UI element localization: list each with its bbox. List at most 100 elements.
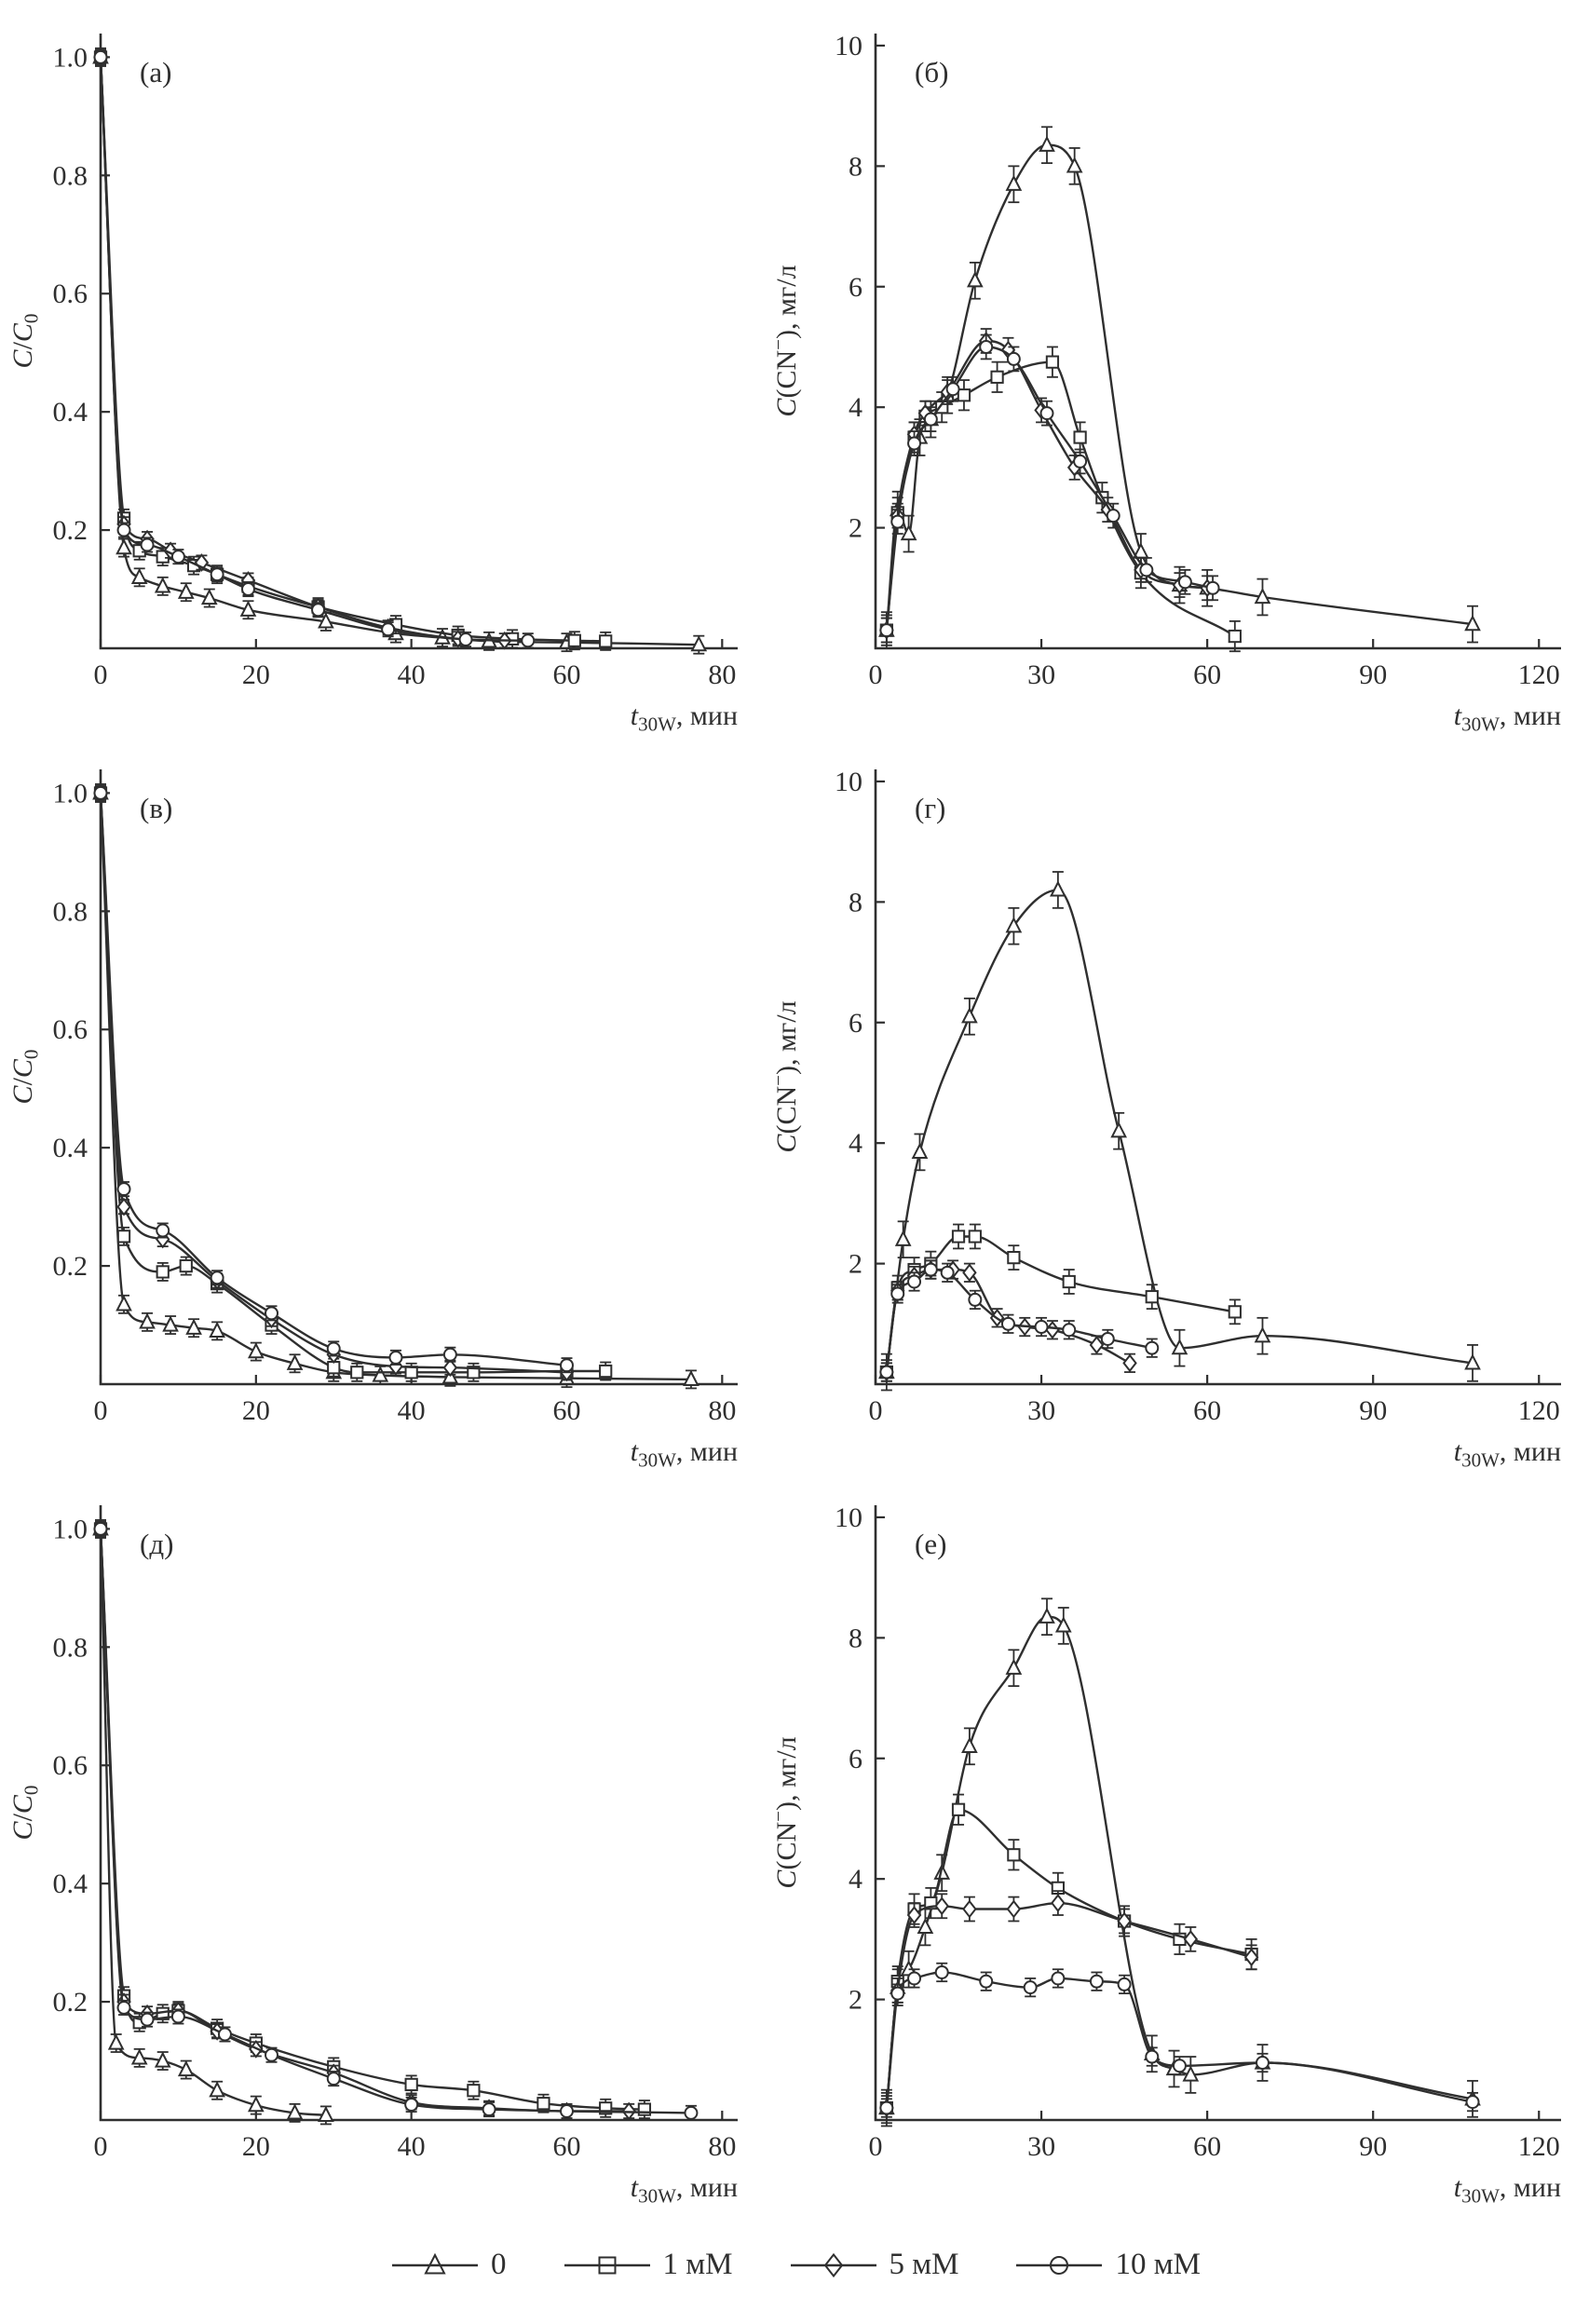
svg-text:20: 20 bbox=[242, 659, 270, 690]
svg-text:6: 6 bbox=[849, 1744, 862, 1774]
svg-text:4: 4 bbox=[849, 1864, 862, 1895]
x-axis: 0 20 40 60 80 bbox=[94, 639, 736, 690]
chart-panel-b: 0 30 60 90 120 2 4 6 8 10 (б) t30W, мин C(CN−), мг/л bbox=[767, 31, 1561, 736]
y-axis: 2 4 6 8 10 bbox=[835, 767, 885, 1280]
svg-text:90: 90 bbox=[1359, 659, 1387, 690]
series-triangle bbox=[92, 782, 699, 1390]
svg-text:8: 8 bbox=[849, 151, 862, 182]
svg-text:0.4: 0.4 bbox=[53, 1133, 88, 1163]
svg-text:1.0: 1.0 bbox=[53, 42, 88, 73]
svg-text:0.2: 0.2 bbox=[53, 1987, 88, 2018]
axes bbox=[874, 34, 1561, 650]
svg-text:2: 2 bbox=[849, 1249, 862, 1280]
svg-text:0.8: 0.8 bbox=[53, 1632, 88, 1663]
x-axis-label: t30W, мин bbox=[1454, 2172, 1561, 2208]
legend-item-2: 5 мМ bbox=[787, 2248, 959, 2282]
legend-label: 1 мМ bbox=[662, 2248, 733, 2281]
svg-text:120: 120 bbox=[1518, 2131, 1560, 2162]
diamond-marker-icon bbox=[790, 2252, 876, 2277]
svg-text:30: 30 bbox=[1027, 2131, 1055, 2162]
x-axis-label: t30W, мин bbox=[631, 2172, 738, 2208]
svg-text:60: 60 bbox=[1193, 1395, 1221, 1426]
panel-letter: (б) bbox=[915, 56, 948, 88]
svg-text:20: 20 bbox=[242, 1395, 270, 1426]
chart-panel-d: 0 20 40 60 80 0.2 0.4 0.6 0.8 1.0 (д) t30W, мин C/C0 bbox=[7, 1505, 738, 2208]
axes bbox=[99, 769, 738, 1386]
x-axis-label: t30W, мин bbox=[631, 1436, 738, 1472]
series-diamond bbox=[93, 1519, 636, 2121]
svg-text:8: 8 bbox=[849, 1623, 862, 1653]
svg-text:80: 80 bbox=[708, 1395, 736, 1426]
legend-label: 5 мМ bbox=[889, 2248, 959, 2281]
panel-letter: (а) bbox=[140, 56, 171, 88]
chart-panel-v: 0 20 40 60 80 0.2 0.4 0.6 0.8 1.0 (в) t30W, мин C/C0 bbox=[7, 769, 738, 1472]
y-axis-label: C/C0 bbox=[7, 314, 43, 369]
y-axis-label: C(CN−), мг/л bbox=[767, 1736, 802, 1888]
svg-text:10: 10 bbox=[835, 31, 862, 61]
series-circle bbox=[879, 333, 1220, 644]
triangle-marker-icon bbox=[392, 2252, 479, 2274]
legend-label: 10 мМ bbox=[1115, 2248, 1201, 2281]
x-axis-label: t30W, мин bbox=[1454, 700, 1561, 736]
svg-text:0: 0 bbox=[869, 659, 883, 690]
x-axis: 0 20 40 60 80 bbox=[94, 1375, 736, 1426]
series-square bbox=[879, 1223, 1242, 1385]
x-axis: 0 20 40 60 80 bbox=[94, 2111, 736, 2162]
series-diamond bbox=[879, 1890, 1259, 2121]
svg-text:0: 0 bbox=[94, 1395, 108, 1426]
y-axis: 2 4 6 8 10 bbox=[835, 1502, 885, 2016]
x-axis: 0 30 60 90 120 bbox=[869, 1375, 1560, 1426]
svg-text:2: 2 bbox=[849, 1985, 862, 2016]
y-axis-label: C/C0 bbox=[7, 1050, 43, 1105]
x-axis-label: t30W, мин bbox=[631, 700, 738, 736]
series-circle bbox=[93, 784, 574, 1374]
svg-text:0: 0 bbox=[94, 2131, 108, 2162]
y-axis: 2 4 6 8 10 bbox=[835, 31, 885, 544]
svg-text:0: 0 bbox=[94, 659, 108, 690]
series-circle bbox=[93, 48, 536, 649]
circle-marker-icon bbox=[1016, 2255, 1103, 2275]
legend-label: 0 bbox=[491, 2248, 507, 2281]
svg-text:2: 2 bbox=[849, 513, 862, 544]
svg-text:0.6: 0.6 bbox=[53, 279, 88, 309]
svg-text:30: 30 bbox=[1027, 659, 1055, 690]
svg-text:10: 10 bbox=[835, 767, 862, 797]
series-circle bbox=[879, 1259, 1160, 1382]
svg-text:80: 80 bbox=[708, 659, 736, 690]
svg-text:60: 60 bbox=[552, 1395, 580, 1426]
legend-item-0: 0 bbox=[388, 2248, 507, 2282]
panel-letter: (е) bbox=[915, 1528, 946, 1560]
y-axis-label: C/C0 bbox=[7, 1786, 43, 1841]
series-square bbox=[93, 782, 613, 1382]
svg-text:120: 120 bbox=[1518, 1395, 1560, 1426]
x-axis: 0 30 60 90 120 bbox=[869, 639, 1560, 690]
svg-text:1.0: 1.0 bbox=[53, 778, 88, 809]
series-circle bbox=[879, 1962, 1480, 2118]
svg-text:0.6: 0.6 bbox=[53, 1014, 88, 1045]
legend: 0 1 мМ 5 мМ 10 мМ bbox=[0, 2211, 1589, 2318]
x-axis-label: t30W, мин bbox=[1454, 1436, 1561, 1472]
panel-letter: (д) bbox=[140, 1528, 173, 1560]
series-triangle bbox=[878, 871, 1481, 1392]
svg-text:4: 4 bbox=[849, 1128, 862, 1159]
y-axis-label: C(CN−), мг/л bbox=[767, 1000, 802, 1152]
svg-text:40: 40 bbox=[398, 659, 426, 690]
svg-text:60: 60 bbox=[552, 659, 580, 690]
svg-text:0.4: 0.4 bbox=[53, 397, 88, 428]
chart-panel-a: 0 20 40 60 80 0.2 0.4 0.6 0.8 1.0 (а) t30W, мин C/C0 bbox=[7, 34, 738, 736]
y-axis: 0.2 0.4 0.6 0.8 1.0 bbox=[53, 42, 110, 546]
svg-text:0.8: 0.8 bbox=[53, 896, 88, 927]
square-marker-icon bbox=[564, 2256, 650, 2274]
series-square bbox=[93, 1518, 652, 2119]
chart-panel-e: 0 30 60 90 120 2 4 6 8 10 (е) t30W, мин C(CN−), мг/л bbox=[767, 1502, 1561, 2208]
svg-text:90: 90 bbox=[1359, 1395, 1387, 1426]
svg-text:8: 8 bbox=[849, 887, 862, 917]
svg-text:80: 80 bbox=[708, 2131, 736, 2162]
svg-text:0.4: 0.4 bbox=[53, 1869, 88, 1899]
y-axis-label: C(CN−), мг/л bbox=[767, 265, 802, 416]
svg-text:0: 0 bbox=[869, 2131, 883, 2162]
svg-text:0.6: 0.6 bbox=[53, 1750, 88, 1781]
y-axis: 0.2 0.4 0.6 0.8 1.0 bbox=[53, 1514, 110, 2018]
panel-letter: (в) bbox=[140, 792, 172, 824]
